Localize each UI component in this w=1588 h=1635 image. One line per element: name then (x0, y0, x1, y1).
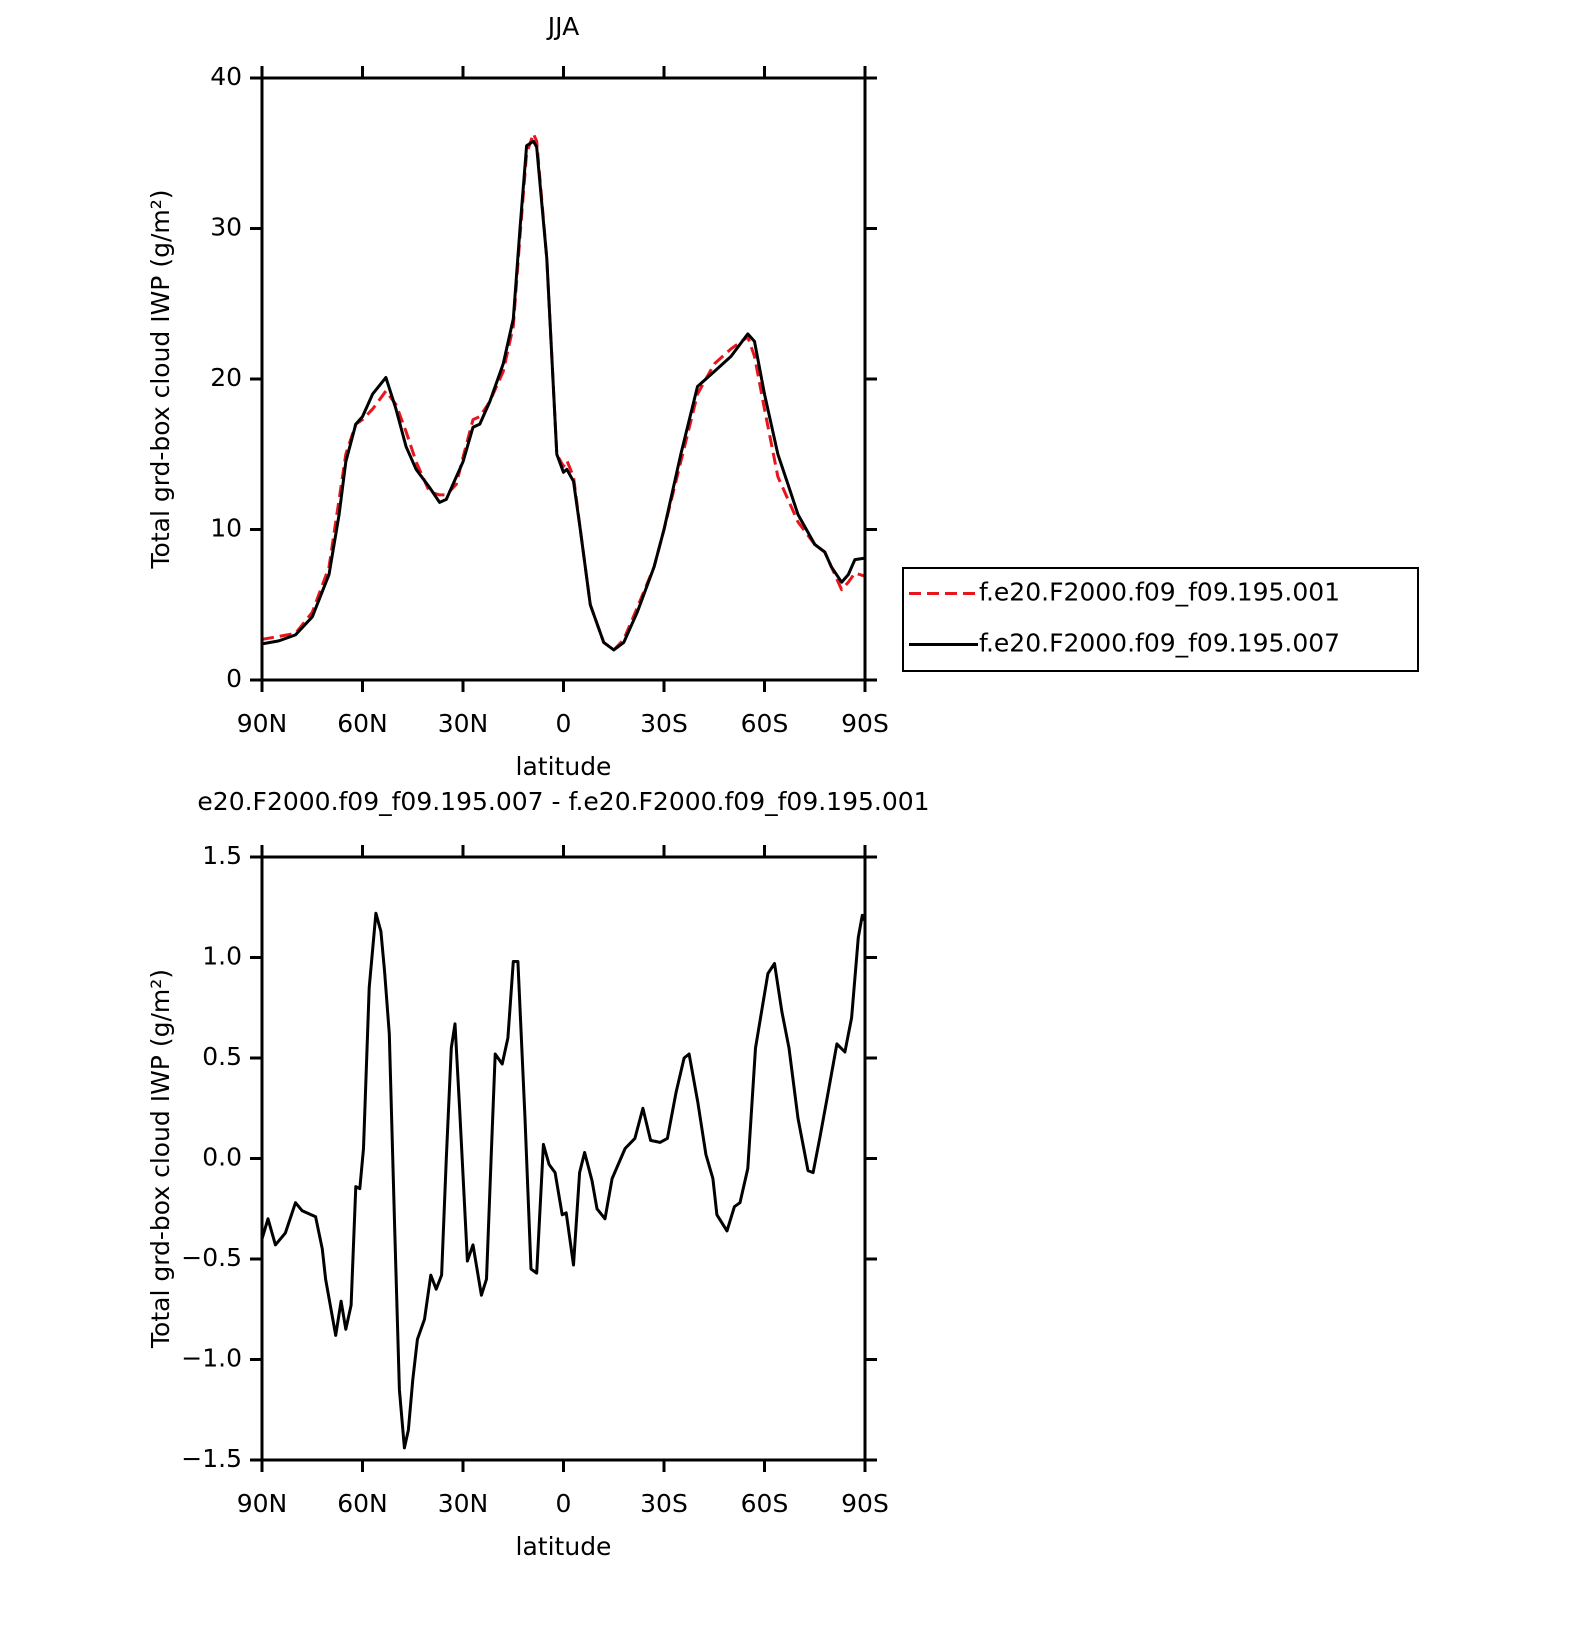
legend-box (902, 567, 1419, 672)
y-tick-label: 10 (210, 514, 242, 543)
y-tick-label: 1.0 (202, 942, 242, 971)
chart-title: e20.F2000.f09_f09.195.007 - f.e20.F2000.… (197, 787, 929, 816)
chart-panel: e20.F2000.f09_f09.195.007 - f.e20.F2000.… (146, 787, 930, 1561)
data-line (260, 911, 867, 1450)
x-tick-label: 60N (337, 1489, 388, 1518)
x-tick-label: 60S (741, 709, 789, 738)
y-tick-label: 40 (210, 62, 242, 91)
x-tick-label: 90S (841, 1489, 889, 1518)
data-line (261, 132, 866, 652)
y-tick-label: 1.5 (202, 841, 242, 870)
y-tick-label: 0.0 (202, 1143, 242, 1172)
plot-frame (260, 76, 867, 682)
data-line (261, 139, 866, 652)
x-tick-label: 60N (337, 709, 388, 738)
legend-label: f.e20.F2000.f09_f09.195.001 (979, 578, 1340, 607)
x-tick-label: 30S (640, 1489, 688, 1518)
plot-frame (260, 855, 867, 1462)
y-axis-label: Total grd-box cloud IWP (g/m²) (146, 189, 175, 569)
y-tick-label: −1.5 (181, 1444, 242, 1473)
x-tick-label: 60S (741, 1489, 789, 1518)
y-tick-label: −0.5 (181, 1243, 242, 1272)
x-tick-label: 90S (841, 709, 889, 738)
y-axis-label: Total grd-box cloud IWP (g/m²) (146, 969, 175, 1349)
x-tick-label: 30N (438, 1489, 489, 1518)
y-tick-label: 0 (226, 664, 242, 693)
x-tick-label: 0 (556, 709, 572, 738)
x-tick-label: 30N (438, 709, 489, 738)
chart-title: JJA (546, 12, 579, 41)
y-tick-label: 0.5 (202, 1042, 242, 1071)
legend-label: f.e20.F2000.f09_f09.195.007 (979, 629, 1340, 658)
x-axis-label: latitude (516, 752, 612, 781)
y-tick-label: 20 (210, 363, 242, 392)
x-axis-label: latitude (516, 1532, 612, 1561)
x-tick-label: 30S (640, 709, 688, 738)
x-tick-label: 90N (237, 709, 288, 738)
x-tick-label: 0 (556, 1489, 572, 1518)
chart-panel: JJA Total grd-box cloud IWP (g/m²) latitud… (146, 12, 1419, 781)
x-tick-label: 90N (237, 1489, 288, 1518)
y-tick-label: 30 (210, 213, 242, 242)
y-tick-label: −1.0 (181, 1344, 242, 1373)
